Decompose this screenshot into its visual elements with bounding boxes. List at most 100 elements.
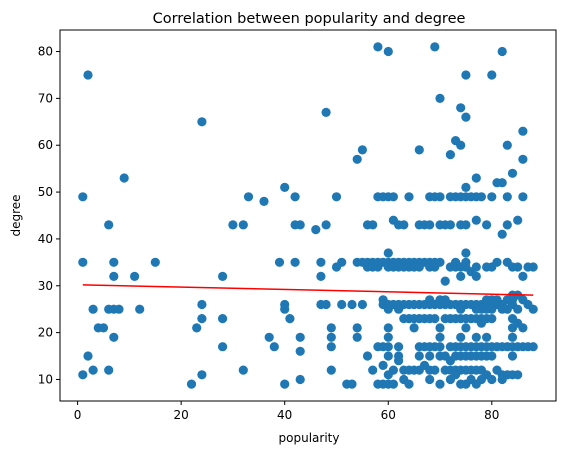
data-point [394,342,404,352]
data-point [321,220,331,230]
data-point [471,262,481,272]
data-point [368,220,378,230]
data-point [461,248,471,258]
data-point [518,192,528,202]
data-point [331,192,342,202]
data-point [150,257,160,267]
data-point [352,154,362,164]
data-point [218,271,228,281]
data-point [388,379,398,389]
data-point [259,196,269,206]
data-point [326,365,336,375]
data-point [487,351,497,361]
data-point [186,379,197,389]
data-point [430,314,440,324]
data-point [414,351,424,361]
data-point [357,299,367,310]
data-point [98,323,109,333]
data-point [502,220,512,230]
data-point [492,257,502,267]
data-point [326,323,336,333]
data-point [243,192,254,202]
data-point [456,103,466,113]
data-point [513,370,523,380]
data-point [528,342,538,352]
data-point [326,332,336,342]
data-point [456,271,466,281]
data-point [109,271,119,281]
data-point [487,374,497,385]
data-point [456,140,466,150]
data-point [192,323,202,333]
x-tick-label: 0 [74,408,82,422]
data-point [264,332,274,342]
data-point [399,220,409,230]
data-point [471,332,481,342]
data-point [404,192,414,202]
data-point [383,351,393,361]
data-point [425,351,435,361]
data-point [518,323,528,333]
data-point [295,220,305,230]
data-point [487,70,497,80]
x-tick-label: 40 [277,408,292,422]
x-tick-label: 60 [381,408,396,422]
data-point [435,257,445,267]
data-point [238,365,248,375]
data-point [135,304,145,314]
data-point [425,374,435,385]
data-point [280,304,290,314]
data-point [104,220,114,230]
y-tick-label: 60 [38,138,53,152]
data-point [130,271,140,281]
data-point [461,182,471,192]
data-point [326,342,336,352]
x-axis: 0 20 40 60 80 [74,401,499,422]
data-point [528,262,538,272]
data-point [269,342,279,352]
data-point [218,342,228,352]
data-point [461,323,471,333]
data-point [502,192,512,202]
data-point [78,370,88,380]
y-tick-label: 50 [38,185,53,199]
data-point [513,304,523,314]
data-point [228,220,238,230]
data-point [311,225,321,235]
data-point [435,192,445,202]
data-point [109,332,119,342]
data-point [378,360,388,370]
data-point [295,374,305,385]
data-point [388,192,398,202]
data-point [321,107,331,117]
data-point [347,299,357,310]
data-point [290,192,300,202]
data-point [280,379,290,389]
data-point [347,379,357,389]
data-point [414,145,424,155]
data-point [383,332,393,342]
data-point [295,346,305,356]
y-tick-label: 20 [38,326,53,340]
data-point [280,182,290,192]
data-point [487,314,497,324]
trend-line [82,284,534,296]
data-point [435,93,445,103]
data-point [445,150,455,160]
data-point [507,168,518,178]
data-point [352,332,362,342]
data-point [471,271,481,281]
data-point [114,304,124,314]
data-point [482,332,492,342]
axes-frame [59,29,557,402]
data-point [109,257,119,267]
data-point [507,332,518,342]
data-point [197,117,207,127]
y-tick-label: 40 [38,232,53,246]
data-point [383,46,393,57]
data-point [461,112,471,122]
plot-area [78,42,538,389]
data-point [502,140,512,150]
data-point [78,257,88,267]
